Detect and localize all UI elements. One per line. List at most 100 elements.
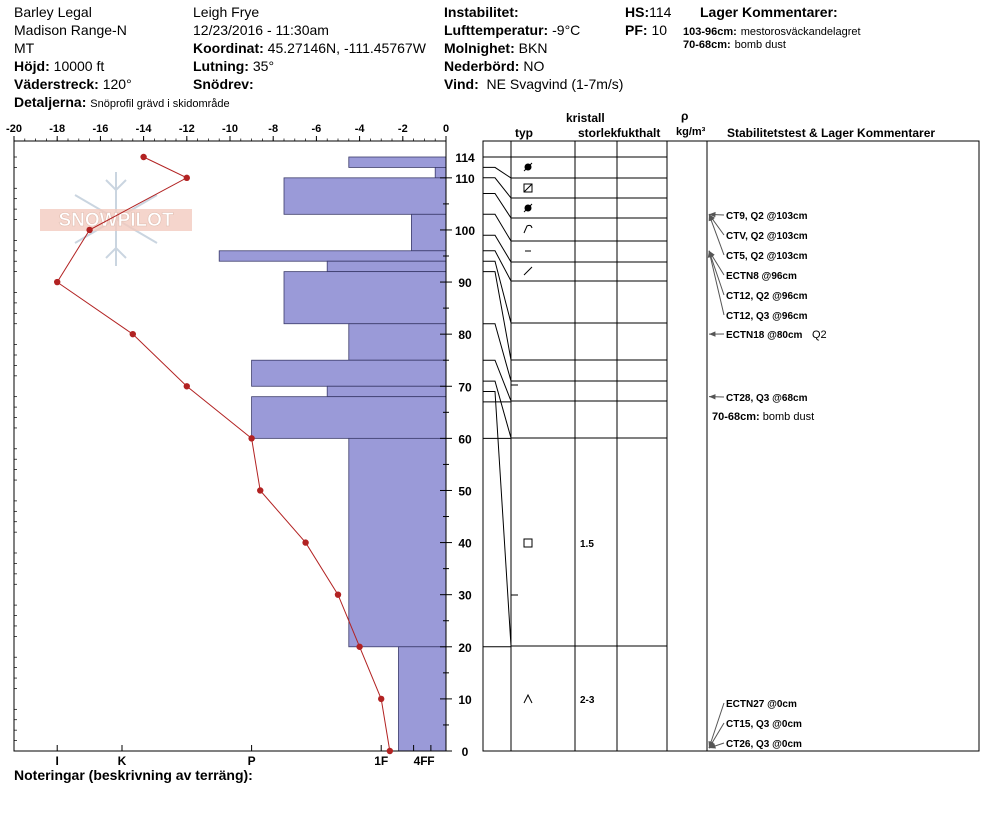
height-tick-label: 10 bbox=[458, 693, 472, 707]
moisture-header: fukthalt bbox=[617, 126, 661, 140]
[object Object]: layer-connector bbox=[483, 359, 512, 402]
temperature-point bbox=[257, 487, 264, 494]
crystal-symbol bbox=[523, 693, 533, 704]
size-header: storlek bbox=[578, 126, 618, 140]
temperature-point bbox=[302, 539, 309, 546]
stability-test-label: CT15, Q3 @0cm bbox=[726, 719, 802, 730]
temperature-point bbox=[183, 174, 190, 182]
temp-tick-label: -18 bbox=[49, 123, 65, 135]
air-temp-value: -9°C bbox=[552, 22, 581, 38]
crystal-symbol bbox=[523, 266, 533, 276]
[object Object]: layer-connector bbox=[483, 234, 512, 263]
stability-test-label: ECTN8 @96cm bbox=[726, 271, 797, 282]
wind-loading-label: Snödrev: bbox=[193, 76, 254, 92]
terrain-notes-label: Noteringar (beskrivning av terräng): bbox=[14, 767, 253, 783]
height-tick-label: 90 bbox=[458, 276, 472, 290]
density-unit: kg/m³ bbox=[676, 126, 706, 138]
[object Object]: layer-connector bbox=[483, 323, 512, 382]
stability-test-label: ECTN27 @0cm bbox=[726, 699, 797, 710]
hardness-tick-label: I bbox=[56, 754, 59, 768]
crystal-row bbox=[523, 203, 533, 213]
crystal-row bbox=[523, 266, 533, 276]
hs-label: HS: bbox=[625, 4, 650, 20]
temp-tick-label: 0 bbox=[443, 123, 449, 135]
hardness-bar bbox=[283, 177, 447, 215]
stability-arrow bbox=[708, 214, 725, 256]
[object Object]: layer-connector bbox=[483, 391, 512, 647]
precip-value: NO bbox=[523, 58, 545, 74]
height-tick-label: 50 bbox=[458, 484, 472, 498]
height-tick-label: 100 bbox=[455, 224, 475, 238]
crystal-header: kristall bbox=[566, 111, 605, 125]
crystal-row bbox=[523, 162, 533, 172]
layer-comment-inline-range: 70-68cm: bbox=[712, 411, 763, 423]
pf-value: 10 bbox=[651, 22, 668, 38]
layer-comments-title: Lager Kommentarer: bbox=[700, 4, 838, 20]
pf-row: PF: 10 bbox=[625, 22, 667, 38]
temperature-line bbox=[56, 156, 391, 752]
crystal-symbol bbox=[523, 162, 533, 172]
temperature-point bbox=[356, 643, 363, 650]
org-name: Barley Legal bbox=[14, 4, 92, 20]
arrow-head bbox=[708, 214, 714, 222]
sky-value: BKN bbox=[518, 40, 548, 56]
density-symbol: ρ bbox=[681, 109, 689, 123]
temperature-point bbox=[183, 383, 190, 390]
arrow-head bbox=[709, 394, 716, 400]
sky-row: Molnighet: BKN bbox=[444, 40, 547, 56]
crystal-row bbox=[523, 224, 533, 234]
temperature-point bbox=[248, 435, 255, 442]
logo-band bbox=[40, 209, 192, 231]
crystal-row: 2-3 bbox=[523, 693, 595, 706]
temp-tick-label: -14 bbox=[136, 123, 153, 135]
wind-value: NE Svagvind (1-7m/s) bbox=[486, 76, 624, 92]
temperature-point bbox=[54, 278, 61, 286]
snowpilot-logo: SNOWPILOT bbox=[40, 172, 192, 266]
stability-test-label: CTV, Q2 @103cm bbox=[726, 231, 808, 242]
stability-test-quality: Q2 bbox=[812, 329, 827, 341]
aspect-value: 120° bbox=[102, 76, 132, 92]
air-temp-row: Lufttemperatur: -9°C bbox=[444, 22, 580, 38]
datetime: 12/23/2016 - 11:30am bbox=[193, 22, 329, 38]
arrow-head bbox=[709, 211, 716, 218]
hardness-bar bbox=[283, 271, 447, 325]
sky-label: Molnighet: bbox=[444, 40, 515, 56]
layer-comment-range: 103-96cm: bbox=[683, 26, 737, 38]
snowflake-icon bbox=[74, 172, 158, 266]
stability-tests: CT9, Q2 @103cm CTV, Q2 @103cm CT5, Q2 @103… bbox=[707, 211, 827, 750]
wind-row: Vind: NE Svagvind (1-7m/s) bbox=[444, 76, 623, 92]
details-label: Detaljerna: bbox=[14, 94, 87, 110]
aspect-label: Väderstreck: bbox=[14, 76, 99, 92]
crystal-symbol bbox=[523, 183, 533, 193]
crystal-symbol bbox=[523, 203, 533, 213]
hs-value: 114 bbox=[649, 4, 672, 20]
hardness-tick-label: 4F bbox=[414, 754, 428, 768]
temp-tick-label: -6 bbox=[312, 123, 322, 135]
[object Object]: layer-connector bbox=[483, 260, 512, 324]
slope-label: Lutning: bbox=[193, 58, 249, 74]
coordinate-value: 45.27146N, -111.45767W bbox=[267, 40, 426, 56]
elevation-value: 10000 ft bbox=[53, 58, 105, 74]
precip-label: Nederbörd: bbox=[444, 58, 520, 74]
height-tick-label: 110 bbox=[455, 172, 475, 186]
height-tick-label: 60 bbox=[458, 432, 472, 446]
layer-comment-2: 70-68cm: bomb dust bbox=[683, 37, 786, 52]
hardness-bar bbox=[411, 213, 447, 252]
type-header: typ bbox=[515, 126, 533, 140]
hardness-bar bbox=[398, 646, 447, 752]
temp-tick-label: -10 bbox=[222, 123, 238, 135]
crystal-table-frame bbox=[482, 140, 980, 752]
wind-label: Vind: bbox=[444, 76, 479, 92]
[object Object]: layer-connector bbox=[483, 250, 512, 282]
arrow-head bbox=[709, 331, 716, 337]
hardness-bar bbox=[251, 359, 447, 387]
logo-text: SNOWPILOT bbox=[58, 210, 173, 231]
[object Object]: layer-connector bbox=[483, 166, 512, 179]
stability-test-label: CT26, Q3 @0cm bbox=[726, 739, 802, 750]
range-name: Madison Range-N bbox=[14, 22, 127, 38]
arrow-head bbox=[707, 250, 714, 258]
hardness-bar bbox=[326, 385, 447, 398]
layer-comment-text: mestorosväckandelagret bbox=[740, 26, 861, 38]
stability-header: Stabilitetstest & Lager Kommentarer bbox=[727, 126, 936, 140]
temperature-point bbox=[140, 153, 147, 161]
